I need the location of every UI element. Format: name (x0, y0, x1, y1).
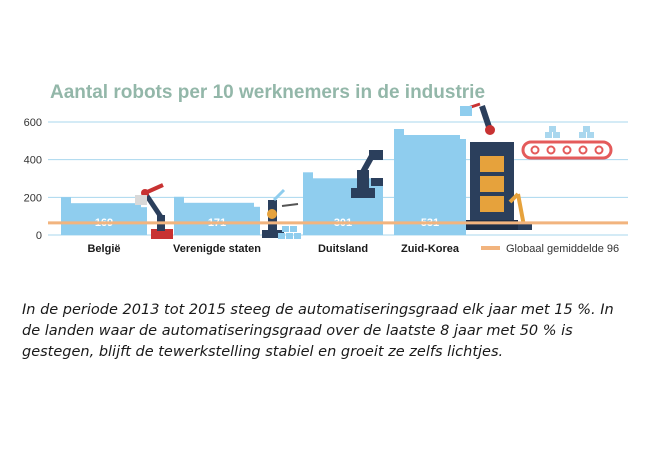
y-tick-label: 200 (24, 192, 42, 204)
robot-arm-icon (508, 192, 532, 230)
bar-accent (373, 182, 383, 235)
y-tick-label: 600 (24, 117, 42, 129)
bar-accent (394, 128, 404, 235)
bar-accent (137, 207, 147, 235)
bars: 169171301531 (61, 128, 466, 235)
bar-accent (250, 206, 260, 235)
legend: Globaal gemiddelde 96 (481, 243, 619, 255)
bar-accent (174, 196, 184, 235)
chart-title: Aantal robots per 10 werknemers in de in… (50, 82, 485, 103)
robot-arm-icon (351, 150, 383, 198)
conveyor-belt-icon (521, 126, 613, 160)
bar-accent (303, 172, 313, 235)
x-tick-label: België (87, 243, 120, 255)
y-tick-label: 0 (36, 230, 42, 242)
category-labels: België Verenigde staten Duitsland Zuid-Kore… (87, 243, 459, 255)
bar (400, 134, 460, 235)
stacked-boxes-icon (278, 226, 301, 239)
chart: Aantal robots per 10 werknemers in de in… (24, 82, 628, 255)
x-tick-label: Zuid-Korea (401, 243, 460, 255)
bar-accent (61, 197, 71, 235)
x-tick-label: Verenigde staten (173, 243, 261, 255)
robot-arm-icon (460, 102, 518, 230)
robot-arm-icon (262, 188, 299, 238)
legend-label: Globaal gemiddelde 96 (506, 243, 619, 255)
bar (67, 203, 141, 235)
caption: In de periode 2013 tot 2015 steeg de aut… (22, 302, 614, 360)
x-tick-label: Duitsland (318, 243, 368, 255)
bar (180, 202, 254, 235)
bar-accent (456, 138, 466, 235)
y-tick-label: 400 (24, 155, 42, 167)
y-axis: 0 200 400 600 (24, 117, 42, 242)
